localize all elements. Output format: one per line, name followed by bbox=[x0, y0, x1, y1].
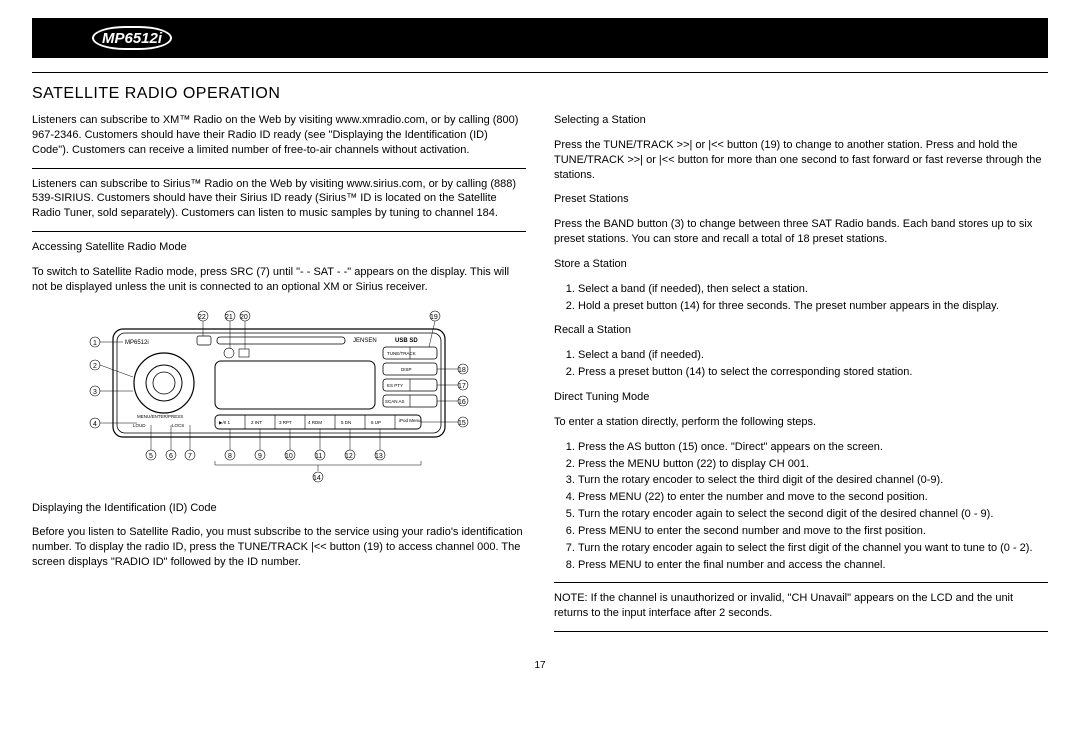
direct-list: Press the AS button (15) once. "Direct" … bbox=[554, 440, 1048, 573]
list-item: Press the MENU button (22) to display CH… bbox=[578, 457, 1048, 472]
store-list: Select a band (if needed), then select a… bbox=[554, 282, 1048, 314]
svg-text:TUNE/TRACK: TUNE/TRACK bbox=[387, 351, 416, 356]
svg-text:17: 17 bbox=[458, 383, 466, 390]
preset-heading: Preset Stations bbox=[554, 192, 1048, 207]
store-heading: Store a Station bbox=[554, 257, 1048, 272]
svg-text:SCAN AS: SCAN AS bbox=[385, 399, 405, 404]
list-item: Press MENU (22) to enter the number and … bbox=[578, 490, 1048, 505]
note-paragraph: NOTE: If the channel is unauthorized or … bbox=[554, 591, 1048, 621]
svg-text:DISP: DISP bbox=[401, 367, 412, 372]
svg-text:6: 6 bbox=[169, 453, 173, 460]
page-title: SATELLITE RADIO OPERATION bbox=[32, 85, 1048, 103]
preset-paragraph: Press the BAND button (3) to change betw… bbox=[554, 217, 1048, 247]
svg-text:1: 1 bbox=[93, 340, 97, 347]
direct-intro: To enter a station directly, perform the… bbox=[554, 415, 1048, 430]
model-badge: MP6512i bbox=[92, 26, 172, 50]
list-item: Select a band (if needed). bbox=[578, 348, 1048, 363]
svg-text:5: 5 bbox=[149, 453, 153, 460]
svg-text:14: 14 bbox=[313, 475, 321, 482]
list-item: Turn the rotary encoder to select the th… bbox=[578, 473, 1048, 488]
model-label: MP6512i bbox=[92, 26, 172, 50]
list-item: Select a band (if needed), then select a… bbox=[578, 282, 1048, 297]
svg-text:ES PTY: ES PTY bbox=[387, 383, 403, 388]
svg-text:▶/II 1: ▶/II 1 bbox=[219, 420, 230, 425]
svg-text:9: 9 bbox=[258, 453, 262, 460]
list-item: Hold a preset button (14) for three seco… bbox=[578, 299, 1048, 314]
id-heading: Displaying the Identification (ID) Code bbox=[32, 501, 526, 516]
knob-right-label: LOCS bbox=[172, 423, 184, 428]
id-paragraph: Before you listen to Satellite Radio, yo… bbox=[32, 525, 526, 570]
svg-text:18: 18 bbox=[458, 367, 466, 374]
svg-text:15: 15 bbox=[458, 420, 466, 427]
svg-text:10: 10 bbox=[285, 453, 293, 460]
radio-svg: MP6512i JENSEN USB SD MENU/ENTER/PRESS L… bbox=[79, 305, 479, 485]
recall-list: Select a band (if needed). Press a prese… bbox=[554, 348, 1048, 380]
list-item: Press the AS button (15) once. "Direct" … bbox=[578, 440, 1048, 455]
svg-text:21: 21 bbox=[225, 314, 233, 321]
header-bar: MP6512i bbox=[32, 18, 1048, 58]
sirius-paragraph: Listeners can subscribe to Sirius™ Radio… bbox=[32, 177, 526, 222]
left-column: Listeners can subscribe to XM™ Radio on … bbox=[32, 113, 526, 640]
svg-text:2 INT: 2 INT bbox=[251, 420, 262, 425]
page-number: 17 bbox=[32, 660, 1048, 671]
svg-text:11: 11 bbox=[315, 453, 322, 460]
svg-text:6 UP: 6 UP bbox=[371, 420, 381, 425]
diagram-usb-sd: USB SD bbox=[395, 338, 418, 344]
radio-diagram: MP6512i JENSEN USB SD MENU/ENTER/PRESS L… bbox=[79, 305, 479, 485]
svg-text:4 RDM: 4 RDM bbox=[308, 420, 322, 425]
svg-text:12: 12 bbox=[345, 453, 353, 460]
svg-text:3: 3 bbox=[93, 389, 97, 396]
svg-text:8: 8 bbox=[228, 453, 232, 460]
svg-text:4: 4 bbox=[93, 421, 97, 428]
svg-text:20: 20 bbox=[240, 314, 248, 321]
list-item: Press a preset button (14) to select the… bbox=[578, 365, 1048, 380]
svg-text:19: 19 bbox=[430, 314, 438, 321]
right-column: Selecting a Station Press the TUNE/TRACK… bbox=[554, 113, 1048, 640]
list-item: Press MENU to enter the second number an… bbox=[578, 524, 1048, 539]
access-paragraph: To switch to Satellite Radio mode, press… bbox=[32, 265, 526, 295]
svg-text:22: 22 bbox=[198, 314, 206, 321]
xm-paragraph: Listeners can subscribe to XM™ Radio on … bbox=[32, 113, 526, 158]
rule bbox=[554, 631, 1048, 632]
content-columns: Listeners can subscribe to XM™ Radio on … bbox=[32, 113, 1048, 640]
svg-text:2: 2 bbox=[93, 363, 97, 370]
select-heading: Selecting a Station bbox=[554, 113, 1048, 128]
access-heading: Accessing Satellite Radio Mode bbox=[32, 240, 526, 255]
svg-text:7: 7 bbox=[188, 453, 192, 460]
svg-text:13: 13 bbox=[375, 453, 383, 460]
list-item: Turn the rotary encoder again to select … bbox=[578, 507, 1048, 522]
svg-text:16: 16 bbox=[458, 399, 466, 406]
list-item: Turn the rotary encoder again to select … bbox=[578, 541, 1048, 556]
knob-left-label: LOUD bbox=[133, 423, 146, 428]
recall-heading: Recall a Station bbox=[554, 323, 1048, 338]
direct-heading: Direct Tuning Mode bbox=[554, 390, 1048, 405]
knob-top-label: MENU/ENTER/PRESS bbox=[137, 414, 183, 419]
diagram-model: MP6512i bbox=[125, 340, 149, 346]
rule bbox=[32, 168, 526, 169]
rule-top bbox=[32, 72, 1048, 73]
svg-text:5 DN: 5 DN bbox=[341, 420, 351, 425]
rule bbox=[554, 582, 1048, 583]
rule bbox=[32, 231, 526, 232]
select-paragraph: Press the TUNE/TRACK >>| or |<< button (… bbox=[554, 138, 1048, 183]
svg-text:3 RPT: 3 RPT bbox=[279, 420, 292, 425]
list-item: Press MENU to enter the final number and… bbox=[578, 558, 1048, 573]
svg-text:iPod Menu: iPod Menu bbox=[399, 418, 421, 423]
diagram-brand: JENSEN bbox=[353, 338, 377, 344]
